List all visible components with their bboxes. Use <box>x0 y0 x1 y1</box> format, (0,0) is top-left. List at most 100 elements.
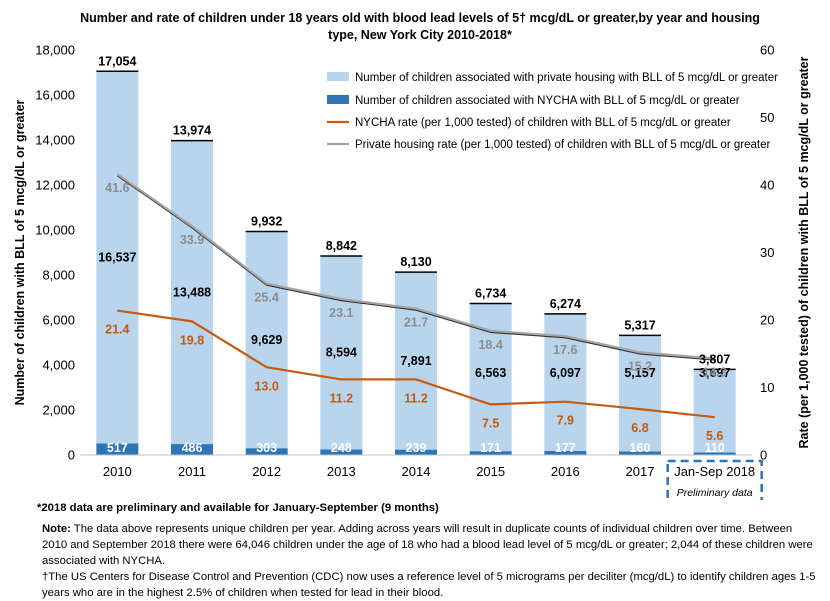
y-left-tick-5: 10,000 <box>35 223 75 238</box>
private-rate-label-7: 15.2 <box>628 359 652 373</box>
line-nycha-rate <box>117 309 715 419</box>
nycha-rate-label-6: 7.9 <box>557 414 574 428</box>
footnote-preliminary: *2018 data are preliminary and available… <box>37 502 439 514</box>
legend-label-1: Number of children associated with NYCHA… <box>355 95 740 107</box>
total-label-7: 5,317 <box>624 318 655 332</box>
nycha-rate-label-3: 11.2 <box>330 391 354 405</box>
y-right-tick-3: 30 <box>760 245 774 260</box>
line-private-rate-shadow <box>116 175 715 361</box>
y-left-tick-4: 8,000 <box>42 268 75 283</box>
bar-private-1 <box>171 140 213 445</box>
private-rate-label-3: 23.1 <box>329 306 353 320</box>
nycha-count-label-0: 517 <box>107 441 128 455</box>
x-tick-5: 2015 <box>476 464 505 479</box>
y-left-tick-8: 16,000 <box>35 88 75 103</box>
private-count-label-6: 6,097 <box>550 366 581 380</box>
private-count-label-3: 8,594 <box>326 346 357 360</box>
private-count-label-4: 7,891 <box>400 354 431 368</box>
nycha-rate-label-8: 5.6 <box>706 429 723 443</box>
nycha-count-label-4: 239 <box>406 441 427 455</box>
legend-label-0: Number of children associated with priva… <box>355 72 778 84</box>
total-label-8: 3,807 <box>699 352 730 366</box>
bar-nycha-7 <box>619 451 661 455</box>
x-tick-2: 2012 <box>252 464 281 479</box>
private-count-label-0: 16,537 <box>98 250 136 264</box>
private-rate-label-8: 14.3 <box>702 365 726 379</box>
legend-label-3: Private housing rate (per 1,000 tested) … <box>355 139 770 151</box>
bar-nycha-0 <box>96 443 139 455</box>
private-rate-label-5: 18.4 <box>478 338 502 352</box>
y-right-tick-4: 40 <box>760 178 774 193</box>
nycha-rate-label-7: 6.8 <box>631 421 648 435</box>
total-label-3: 8,842 <box>326 239 357 253</box>
nycha-count-label-5: 171 <box>480 441 501 455</box>
private-count-label-7: 5,157 <box>624 366 655 380</box>
footnote-note-text: The data above represents unique childre… <box>42 523 813 567</box>
x-tick-1: 2011 <box>178 464 206 479</box>
footnote-note: Note: The data above represents unique c… <box>37 521 817 569</box>
y-left-tick-1: 2,000 <box>42 403 75 418</box>
y-right-axis-title: Rate (per 1,000 tested) of children with… <box>797 56 811 448</box>
x-tick-0: 2010 <box>103 464 132 479</box>
y-left-tick-7: 14,000 <box>35 133 75 148</box>
bar-nycha-4 <box>395 449 437 455</box>
bar-nycha-5 <box>469 451 512 455</box>
private-rate-label-6: 17.6 <box>553 343 577 357</box>
chart-title-line-1: Number and rate of children under 18 yea… <box>80 11 760 25</box>
legend-swatch-1 <box>327 95 349 104</box>
nycha-count-label-7: 160 <box>630 441 651 455</box>
bar-nycha-1 <box>171 444 213 455</box>
footnote-cdc-reference: †The US Centers for Disease Control and … <box>42 571 816 599</box>
chart-title-line-2: type, New York City 2010-2018* <box>328 28 512 42</box>
y-right-tick-5: 50 <box>760 110 774 125</box>
y-left-tick-2: 4,000 <box>42 358 75 373</box>
line-private-rate <box>116 173 715 360</box>
total-label-5: 6,734 <box>475 286 506 300</box>
x-tick-4: 2014 <box>402 464 431 479</box>
nycha-count-label-2: 303 <box>256 441 277 455</box>
private-count-label-2: 9,629 <box>251 333 282 347</box>
private-rate-label-2: 25.4 <box>254 291 278 305</box>
preliminary-data-box <box>666 459 763 500</box>
x-tick-7: 2017 <box>626 464 655 479</box>
nycha-count-label-3: 248 <box>331 441 352 455</box>
footnote-note-label: Note: <box>42 523 71 535</box>
bar-private-4 <box>395 272 437 450</box>
total-label-2: 9,932 <box>251 215 282 229</box>
total-label-6: 6,274 <box>550 297 581 311</box>
private-count-label-1: 13,488 <box>173 285 211 299</box>
bar-private-0 <box>96 71 139 444</box>
legend-label-2: NYCHA rate (per 1,000 tested) of childre… <box>355 117 731 129</box>
y-right-tick-0: 0 <box>760 448 767 463</box>
nycha-rate-label-0: 21.4 <box>105 323 129 337</box>
private-rate-label-4: 21.7 <box>404 316 428 330</box>
nycha-count-label-1: 486 <box>182 441 203 455</box>
nycha-rate-label-1: 19.8 <box>180 333 204 347</box>
x-tick-3: 2013 <box>327 464 356 479</box>
nycha-rate-label-4: 11.2 <box>404 391 428 405</box>
chart-title: Number and rate of children under 18 yea… <box>60 10 780 44</box>
nycha-count-label-8: 110 <box>705 441 725 455</box>
y-right-tick-6: 60 <box>760 43 774 58</box>
nycha-count-label-6: 177 <box>555 441 576 455</box>
bar-nycha-6 <box>544 451 587 455</box>
footnotes: *2018 data are preliminary and available… <box>37 500 817 601</box>
private-rate-label-1: 33.9 <box>180 233 204 247</box>
total-label-0: 17,054 <box>98 54 136 68</box>
legend-swatch-0 <box>327 72 349 81</box>
total-label-4: 8,130 <box>400 255 431 269</box>
bar-private-8 <box>693 369 736 453</box>
y-right-tick-1: 10 <box>760 380 774 395</box>
bar-nycha-3 <box>320 449 363 455</box>
y-left-tick-9: 18,000 <box>35 43 75 58</box>
bar-private-3 <box>320 256 363 450</box>
x-tick-6: 2016 <box>551 464 580 479</box>
bar-private-2 <box>245 231 288 449</box>
private-rate-label-0: 41.6 <box>105 181 129 195</box>
y-left-tick-0: 0 <box>68 448 75 463</box>
private-count-label-5: 6,563 <box>475 366 506 380</box>
y-right-tick-2: 20 <box>760 313 774 328</box>
y-left-axis-title: Number of children with BLL of 5 mcg/dL … <box>13 99 27 405</box>
y-left-tick-3: 6,000 <box>42 313 75 328</box>
nycha-rate-label-2: 13.0 <box>254 379 278 393</box>
